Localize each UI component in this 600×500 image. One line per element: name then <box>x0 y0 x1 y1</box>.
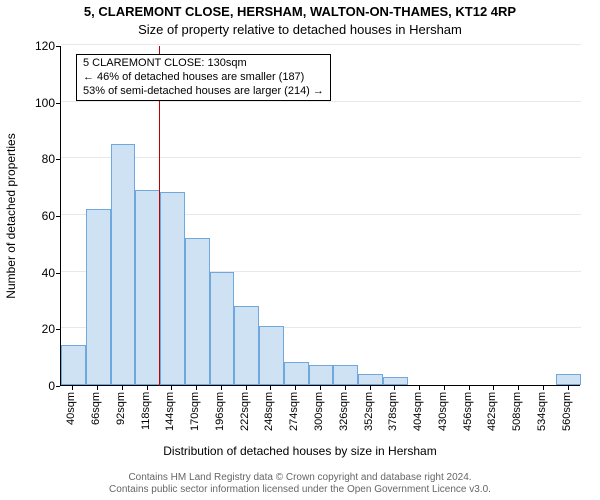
histogram-bar <box>333 365 358 385</box>
x-axis-title: Distribution of detached houses by size … <box>0 444 600 458</box>
histogram-bar <box>556 374 581 385</box>
x-tick-mark <box>147 386 148 390</box>
y-tick-label: 20 <box>15 322 55 336</box>
y-tick-label: 120 <box>15 39 55 53</box>
x-tick-label: 508sqm <box>511 392 525 442</box>
y-tick-label: 100 <box>15 96 55 110</box>
y-tick-label: 80 <box>15 152 55 166</box>
x-tick-label: 274sqm <box>288 392 302 442</box>
y-tick-mark <box>56 216 60 217</box>
histogram-bar <box>358 374 383 385</box>
x-tick-label: 170sqm <box>189 392 203 442</box>
x-tick-mark <box>543 386 544 390</box>
x-tick-label: 534sqm <box>536 392 550 442</box>
x-tick-mark <box>122 386 123 390</box>
x-tick-label: 456sqm <box>462 392 476 442</box>
x-tick-mark <box>246 386 247 390</box>
x-tick-mark <box>370 386 371 390</box>
x-tick-mark <box>444 386 445 390</box>
y-tick-label: 0 <box>15 379 55 393</box>
y-tick-label: 40 <box>15 266 55 280</box>
x-tick-mark <box>469 386 470 390</box>
x-tick-label: 92sqm <box>115 392 129 442</box>
chart-subtitle: Size of property relative to detached ho… <box>0 22 600 37</box>
x-tick-label: 144sqm <box>164 392 178 442</box>
chart-container: 5, CLAREMONT CLOSE, HERSHAM, WALTON-ON-T… <box>0 0 600 500</box>
x-tick-label: 378sqm <box>387 392 401 442</box>
x-tick-label: 326sqm <box>338 392 352 442</box>
annotation-line-1: 5 CLAREMONT CLOSE: 130sqm <box>83 57 324 71</box>
chart-footer: Contains HM Land Registry data © Crown c… <box>0 472 600 496</box>
x-tick-mark <box>221 386 222 390</box>
histogram-bar <box>61 345 86 385</box>
x-tick-label: 40sqm <box>65 392 79 442</box>
annotation-line-3: 53% of semi-detached houses are larger (… <box>83 85 324 99</box>
y-tick-mark <box>56 159 60 160</box>
x-tick-mark <box>568 386 569 390</box>
histogram-bar <box>284 362 309 385</box>
annotation-line-2: ← 46% of detached houses are smaller (18… <box>83 71 324 85</box>
x-tick-label: 560sqm <box>561 392 575 442</box>
x-tick-label: 196sqm <box>214 392 228 442</box>
histogram-bar <box>210 272 235 385</box>
x-tick-label: 118sqm <box>140 392 154 442</box>
x-tick-label: 248sqm <box>263 392 277 442</box>
histogram-bar <box>185 238 210 385</box>
histogram-bar <box>383 377 408 386</box>
chart-title: 5, CLAREMONT CLOSE, HERSHAM, WALTON-ON-T… <box>0 4 600 19</box>
x-tick-mark <box>419 386 420 390</box>
gridline <box>61 44 581 45</box>
x-tick-label: 300sqm <box>313 392 327 442</box>
x-tick-mark <box>518 386 519 390</box>
y-tick-label: 60 <box>15 209 55 223</box>
x-tick-mark <box>345 386 346 390</box>
y-tick-mark <box>56 103 60 104</box>
x-tick-mark <box>295 386 296 390</box>
y-tick-mark <box>56 46 60 47</box>
y-tick-mark <box>56 329 60 330</box>
x-tick-label: 430sqm <box>437 392 451 442</box>
footer-line-2: Contains public sector information licen… <box>0 484 600 496</box>
x-tick-mark <box>72 386 73 390</box>
y-tick-mark <box>56 386 60 387</box>
footer-line-1: Contains HM Land Registry data © Crown c… <box>0 472 600 484</box>
x-tick-label: 222sqm <box>239 392 253 442</box>
x-tick-label: 352sqm <box>363 392 377 442</box>
y-tick-mark <box>56 273 60 274</box>
x-tick-mark <box>270 386 271 390</box>
gridline <box>61 157 581 158</box>
histogram-bar <box>86 209 111 385</box>
histogram-bar <box>135 190 160 386</box>
x-tick-label: 482sqm <box>486 392 500 442</box>
x-tick-mark <box>97 386 98 390</box>
histogram-bar <box>259 326 284 386</box>
x-tick-label: 404sqm <box>412 392 426 442</box>
histogram-bar <box>309 365 334 385</box>
x-tick-mark <box>394 386 395 390</box>
histogram-bar <box>234 306 259 385</box>
x-tick-mark <box>196 386 197 390</box>
x-tick-mark <box>171 386 172 390</box>
histogram-bar <box>160 192 185 385</box>
x-tick-mark <box>493 386 494 390</box>
histogram-bar <box>111 144 136 385</box>
x-tick-label: 66sqm <box>90 392 104 442</box>
annotation-box: 5 CLAREMONT CLOSE: 130sqm ← 46% of detac… <box>76 54 331 101</box>
x-tick-mark <box>320 386 321 390</box>
